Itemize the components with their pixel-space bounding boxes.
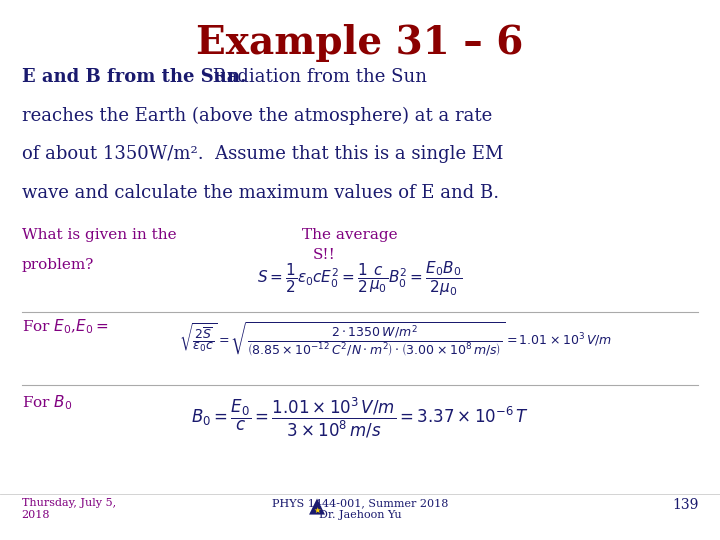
Text: of about 1350W/m².  Assume that this is a single EM: of about 1350W/m². Assume that this is a…: [22, 145, 503, 163]
Text: E and B from the Sun.: E and B from the Sun.: [22, 68, 246, 85]
Text: Radiation from the Sun: Radiation from the Sun: [207, 68, 427, 85]
Text: What is given in the: What is given in the: [22, 228, 176, 242]
Text: 139: 139: [672, 498, 698, 512]
Text: PHYS 1444-001, Summer 2018
Dr. Jaehoon Yu: PHYS 1444-001, Summer 2018 Dr. Jaehoon Y…: [272, 498, 448, 520]
Text: Thursday, July 5,
2018: Thursday, July 5, 2018: [22, 498, 116, 520]
Text: The average: The average: [302, 228, 398, 242]
Text: ★: ★: [313, 506, 320, 515]
Text: Example 31 – 6: Example 31 – 6: [197, 24, 523, 62]
Text: problem?: problem?: [22, 258, 94, 272]
Text: ▲: ▲: [309, 497, 325, 517]
Text: $S = \dfrac{1}{2}\varepsilon_0 c E_0^2 = \dfrac{1}{2}\dfrac{c}{\mu_0}B_0^2 = \df: $S = \dfrac{1}{2}\varepsilon_0 c E_0^2 =…: [257, 259, 463, 298]
Text: $\sqrt{\dfrac{2\overline{S}}{\varepsilon_0 c}} = \sqrt{\dfrac{2 \cdot 1350\,W/m^: $\sqrt{\dfrac{2\overline{S}}{\varepsilon…: [179, 320, 613, 358]
Text: For $E_0$,$E_0 =$: For $E_0$,$E_0 =$: [22, 318, 108, 336]
Text: reaches the Earth (above the atmosphere) at a rate: reaches the Earth (above the atmosphere)…: [22, 106, 492, 125]
Text: wave and calculate the maximum values of E and B.: wave and calculate the maximum values of…: [22, 184, 499, 202]
Text: $B_0 = \dfrac{E_0}{c} = \dfrac{1.01\times10^3\,V/m}{3\times10^{8}\,m/s} = 3.37\t: $B_0 = \dfrac{E_0}{c} = \dfrac{1.01\time…: [191, 396, 529, 440]
Text: For $B_0$: For $B_0$: [22, 393, 72, 412]
Text: S!!: S!!: [313, 248, 336, 262]
